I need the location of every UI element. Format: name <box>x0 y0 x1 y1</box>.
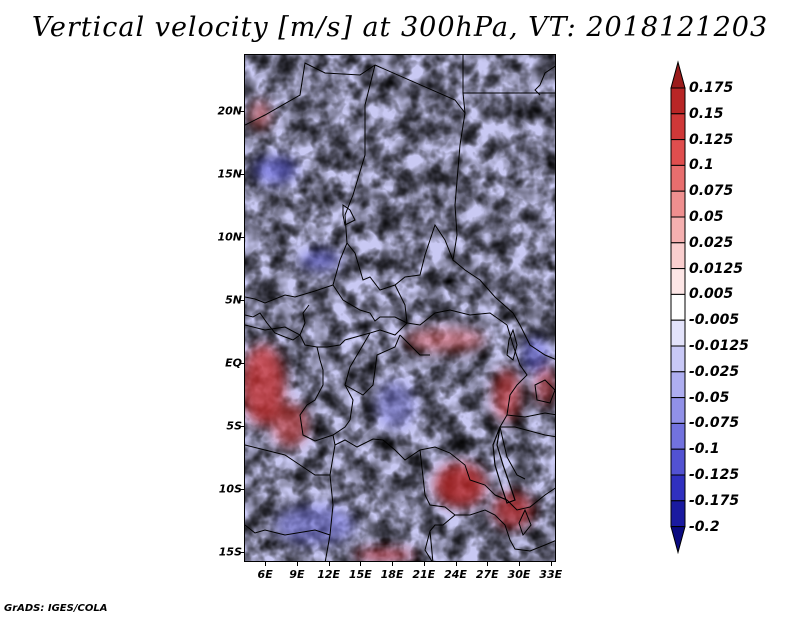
lon-tick-label: 30E <box>507 568 531 581</box>
lat-tick-mark <box>240 425 244 427</box>
lon-tick-mark <box>550 562 552 566</box>
colorbar-label: 0.125 <box>689 131 734 148</box>
colorbar-swatch <box>670 422 686 450</box>
lat-tick-label: 20N <box>217 104 242 118</box>
colorbar-label: -0.125 <box>689 467 740 483</box>
colorbar-label: -0.05 <box>689 389 730 406</box>
colorbar-top-arrow <box>670 60 686 89</box>
lon-tick-label: 21E <box>412 568 436 581</box>
lat-tick-mark <box>240 110 244 112</box>
lat-tick-mark <box>240 362 244 364</box>
country-borders <box>245 55 555 561</box>
colorbar-swatch <box>670 190 686 218</box>
lon-tick-mark <box>423 562 425 566</box>
colorbar-swatch <box>670 371 686 399</box>
colorbar-swatch <box>670 113 686 141</box>
colorbar-swatch <box>670 293 686 321</box>
colorbar-label: -0.075 <box>689 415 740 432</box>
colorbar-bottom-arrow <box>670 526 686 555</box>
colorbar-label: -0.0125 <box>689 338 749 354</box>
lon-tick-mark <box>518 562 520 566</box>
chart-title: Vertical velocity [m/s] at 300hPa, VT: 2… <box>31 12 769 43</box>
strong-downdraft-patches <box>253 156 549 545</box>
colorbar-label: 0.025 <box>689 234 734 251</box>
lon-tick-label: 15E <box>348 568 372 581</box>
colorbar-label: -0.005 <box>689 312 740 329</box>
colorbar-swatch <box>670 242 686 270</box>
colorbar-swatch <box>670 500 686 528</box>
lon-tick-label: 27E <box>475 568 499 581</box>
colorbar-label: 0.005 <box>689 286 734 303</box>
colorbar-label: -0.2 <box>689 518 720 535</box>
lon-tick-mark <box>360 562 362 566</box>
colorbar-label: -0.175 <box>689 492 740 509</box>
colorbar-swatch <box>670 397 686 424</box>
neutral-texture <box>245 55 555 561</box>
colorbar-swatch <box>670 87 686 115</box>
colorbar-label: 0.1 <box>689 157 714 174</box>
lat-tick-label: 15N <box>217 167 242 181</box>
lon-tick-mark <box>487 562 489 566</box>
lat-tick-label: 5S <box>226 419 242 433</box>
colorbar-label: 0.05 <box>689 209 724 225</box>
lon-tick-label: 9E <box>289 568 305 581</box>
lat-tick-label: 10S <box>218 482 242 496</box>
lon-tick-label: 18E <box>380 568 404 581</box>
lon-tick-label: 6E <box>257 568 273 581</box>
colorbar-swatch <box>670 139 686 166</box>
colorbar-swatch <box>670 448 686 476</box>
colorbar-swatch <box>670 216 686 244</box>
colorbar-swatch <box>670 474 686 502</box>
lat-tick-label: 5N <box>225 293 242 307</box>
lat-tick-label: 15S <box>218 545 242 559</box>
lon-tick-mark <box>265 562 267 566</box>
map-panel <box>244 54 556 562</box>
lat-tick-mark <box>240 488 244 490</box>
lon-tick-label: 12E <box>317 568 341 581</box>
lat-tick-label: 10N <box>217 230 242 244</box>
lon-tick-mark <box>328 562 330 566</box>
lon-tick-label: 24E <box>444 568 467 581</box>
lat-tick-label: EQ <box>225 356 242 370</box>
lon-tick-label: 33E <box>539 568 563 581</box>
lon-tick-mark <box>392 562 394 566</box>
colorbar-label: 0.075 <box>689 183 734 200</box>
strong-updraft-patches <box>245 101 555 561</box>
colorbar-swatch <box>670 319 686 347</box>
colorbar-label: 0.0125 <box>689 260 744 277</box>
lat-tick-mark <box>240 299 244 301</box>
colorbar-label: -0.1 <box>689 441 720 458</box>
colorbar-swatch <box>670 268 686 295</box>
lat-tick-mark <box>240 173 244 175</box>
velocity-field-map <box>245 55 555 561</box>
lon-tick-mark <box>455 562 457 566</box>
lat-tick-mark <box>240 236 244 238</box>
lat-tick-mark <box>240 551 244 553</box>
colorbar-label: -0.025 <box>689 363 740 380</box>
colorbar-swatch <box>670 345 686 373</box>
colorbar-swatch <box>670 164 686 192</box>
colorbar-label: 0.175 <box>689 80 734 96</box>
lon-tick-mark <box>296 562 298 566</box>
grads-credit: GrADS: IGES/COLA <box>4 603 108 614</box>
colorbar-label: 0.15 <box>689 105 724 122</box>
